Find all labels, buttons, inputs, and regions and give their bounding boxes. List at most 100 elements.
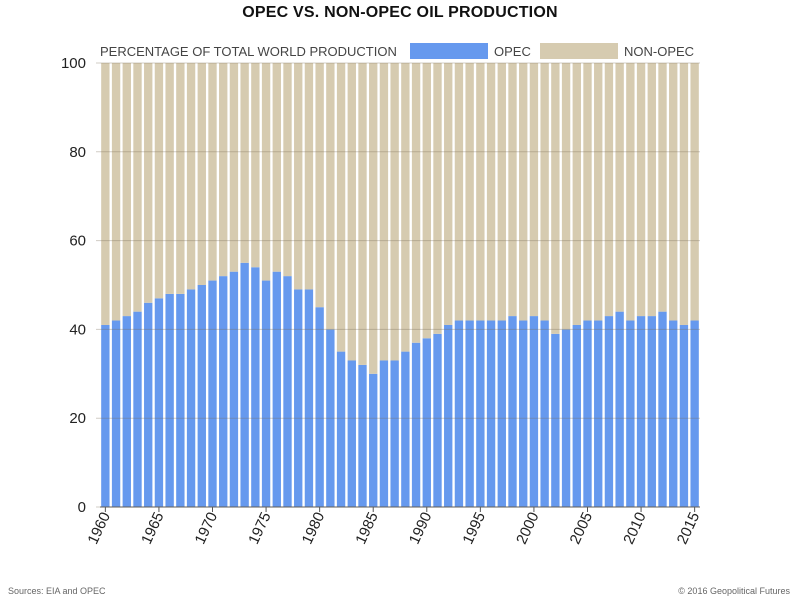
bar-non-opec-1966 [165,63,174,294]
bar-opec-1970 [208,280,217,507]
legend-swatch-opec [410,43,488,59]
bar-non-opec-2012 [658,63,667,312]
bar-non-opec-1978 [294,63,303,290]
bar-non-opec-2000 [529,63,539,317]
bar-opec-2001 [540,320,549,507]
bar-opec-1965 [154,298,164,507]
bar-non-opec-1999 [519,63,528,321]
y-tick-label-100: 100 [61,55,86,72]
bar-non-opec-1989 [411,63,421,343]
bar-opec-1967 [176,293,185,507]
y-axis-label: PERCENTAGE OF TOTAL WORLD PRODUCTION [100,44,397,59]
bar-non-opec-1973 [240,63,249,263]
bar-non-opec-1960 [101,63,110,325]
bar-opec-1985 [369,373,378,507]
bar-opec-2015 [690,320,699,507]
legend-label-non-opec: NON-OPEC [624,44,694,59]
bar-opec-2007 [604,316,614,507]
bar-non-opec-1994 [465,63,474,321]
bar-opec-1999 [519,320,528,507]
bar-opec-1991 [433,333,442,507]
bar-opec-1972 [229,271,239,507]
bar-opec-2011 [647,316,656,507]
bar-non-opec-1982 [336,63,346,352]
bar-opec-1961 [111,320,121,507]
bar-non-opec-2007 [604,63,614,317]
bar-non-opec-1961 [111,63,121,321]
bar-non-opec-1976 [272,63,281,272]
bar-non-opec-1993 [454,63,464,321]
bar-non-opec-1980 [315,63,324,308]
bar-opec-1988 [401,351,410,507]
y-tick-label-20: 20 [69,410,86,427]
x-tick-label-2000: 2000 [513,510,543,547]
bar-opec-1969 [197,285,206,507]
bar-non-opec-2003 [561,63,571,330]
gridlines [96,62,700,508]
bar-opec-1995 [476,320,485,507]
x-tick-label-2015: 2015 [674,510,704,547]
bar-non-opec-2010 [636,63,646,317]
bar-opec-2009 [626,320,635,507]
bar-opec-1968 [186,289,196,507]
copyright-note: © 2016 Geopolitical Futures [678,586,790,596]
bar-non-opec-1992 [444,63,453,325]
bar-non-opec-2013 [669,63,678,321]
bar-opec-2004 [572,324,581,507]
bar-non-opec-1988 [401,63,410,352]
bar-opec-2003 [561,329,571,507]
y-tick-label-0: 0 [78,499,86,516]
bar-non-opec-1998 [508,63,517,317]
bar-opec-1966 [165,293,174,507]
bar-non-opec-1985 [369,63,378,374]
bar-opec-2012 [658,311,667,507]
legend: PERCENTAGE OF TOTAL WORLD PRODUCTION OPE… [100,43,694,59]
bar-opec-1964 [144,302,153,507]
bar-non-opec-1983 [347,63,356,361]
bar-opec-1978 [294,289,303,507]
bar-non-opec-2006 [594,63,603,321]
legend-swatch-non-opec [540,43,618,59]
x-axis: 1960 1965 1970 1975 1980 1985 1990 1995 2000 2005… [84,506,704,547]
x-tick-label-1970: 1970 [192,510,222,547]
bar-opec-2014 [679,324,689,507]
x-tick-label-2005: 2005 [567,510,597,547]
bar-non-opec-2009 [626,63,635,321]
bar-opec-1962 [122,316,131,507]
bar-non-opec-1975 [261,63,271,281]
bars [101,63,699,507]
y-axis: 0 20 40 60 80 100 [61,55,86,516]
bar-non-opec-1977 [283,63,292,277]
bar-opec-1989 [411,342,421,507]
source-note: Sources: EIA and OPEC [8,586,106,596]
bar-non-opec-1996 [486,63,496,321]
bar-non-opec-1986 [379,63,389,361]
bar-non-opec-1964 [144,63,153,303]
bar-non-opec-1963 [133,63,142,312]
bar-opec-1973 [240,262,249,507]
bar-opec-1990 [422,338,431,507]
bar-opec-1979 [304,289,314,507]
bar-non-opec-2004 [572,63,581,325]
bar-opec-1976 [272,271,281,507]
bar-non-opec-2001 [540,63,549,321]
x-tick-label-1995: 1995 [459,510,489,547]
bar-opec-2002 [551,333,560,507]
bar-opec-1992 [444,324,453,507]
bar-opec-1986 [379,360,389,507]
bar-non-opec-1970 [208,63,217,281]
bar-non-opec-1967 [176,63,185,294]
bar-non-opec-1979 [304,63,314,290]
bar-opec-2005 [583,320,592,507]
bar-opec-1975 [261,280,271,507]
bar-non-opec-2011 [647,63,656,317]
bar-non-opec-1968 [186,63,196,290]
bar-opec-1993 [454,320,464,507]
bar-non-opec-1969 [197,63,206,285]
bar-opec-2006 [594,320,603,507]
bar-non-opec-1995 [476,63,485,321]
bar-non-opec-2014 [679,63,689,325]
bar-opec-1982 [336,351,346,507]
x-tick-label-1980: 1980 [299,510,329,547]
